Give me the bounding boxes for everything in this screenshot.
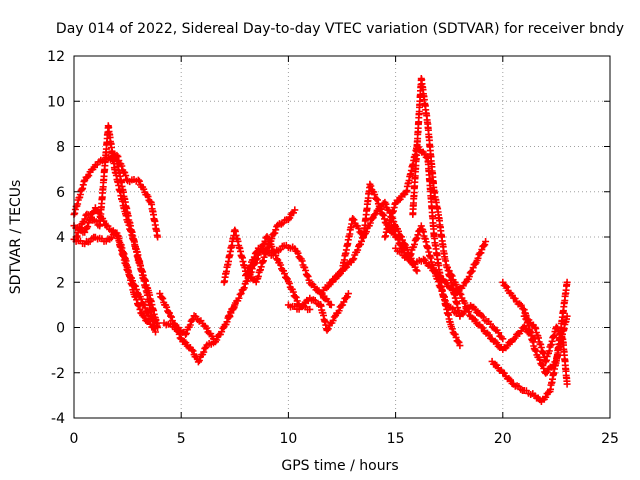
plot-frame — [73, 55, 611, 419]
series-points — [156, 290, 239, 366]
chart-title: Day 014 of 2022, Sidereal Day-to-day VTE… — [56, 21, 624, 37]
x-tick-label: 0 — [70, 431, 79, 447]
y-tick-label: 4 — [56, 230, 65, 246]
satellite-track-13 — [327, 198, 421, 286]
series-points — [520, 312, 571, 388]
series-points — [160, 312, 217, 343]
series-points — [381, 142, 464, 350]
y-tick-label: 10 — [47, 94, 65, 110]
x-tick-labels: 0 5 10 15 20 25 — [70, 431, 619, 447]
y-tick-label: 8 — [56, 140, 65, 156]
y-tick-label: -4 — [51, 411, 65, 427]
series-points — [317, 180, 400, 298]
satellite-track-21 — [520, 312, 571, 388]
x-tick-label: 15 — [387, 431, 405, 447]
series-points — [72, 122, 159, 336]
x-tick-label: 10 — [279, 431, 297, 447]
satellite-track-14 — [381, 142, 464, 350]
y-tick-labels: -4 -2 0 2 4 6 8 10 12 — [47, 49, 65, 427]
y-tick-label: -2 — [51, 366, 65, 382]
satellite-track-5 — [104, 151, 162, 241]
series-points — [488, 312, 571, 405]
satellite-track-17 — [392, 222, 507, 343]
grid-lines — [74, 56, 610, 418]
series-points — [224, 233, 314, 320]
x-tick-label: 25 — [601, 431, 619, 447]
satellite-track-11 — [284, 290, 352, 334]
series-points — [327, 198, 421, 286]
y-tick-label: 0 — [56, 321, 65, 337]
series-points — [445, 267, 539, 353]
data-series — [70, 75, 571, 405]
x-tick-label: 5 — [177, 431, 186, 447]
y-axis-label: SDTVAR / TECUs — [8, 180, 24, 295]
x-tick-label: 20 — [494, 431, 512, 447]
y-tick-label: 6 — [56, 185, 65, 201]
satellite-track-18 — [445, 267, 539, 353]
y-tick-label: 12 — [47, 49, 65, 65]
series-points — [242, 241, 335, 309]
series-points — [392, 222, 507, 343]
series-points — [284, 290, 352, 334]
y-tick-label: 2 — [56, 275, 65, 291]
satellite-track-12 — [317, 180, 400, 298]
satellite-track-9 — [224, 233, 314, 320]
x-axis-label: GPS time / hours — [281, 458, 398, 474]
series-points — [104, 151, 162, 241]
satellite-track-7 — [160, 312, 217, 343]
satellite-track-20 — [488, 312, 571, 405]
satellite-track-6 — [156, 290, 239, 366]
satellite-track-10 — [242, 241, 335, 309]
satellite-track-2 — [72, 122, 159, 336]
